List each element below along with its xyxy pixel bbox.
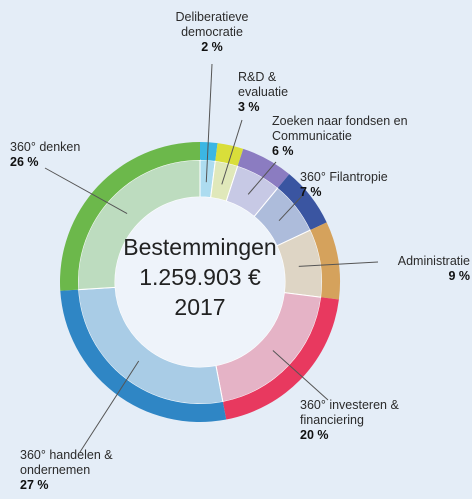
- category-label: Administratie: [397, 254, 470, 268]
- wedge-outer: [59, 142, 200, 291]
- category-label: 360° Filantropie: [300, 170, 388, 184]
- center-label: Bestemmingen 1.259.903 € 2017: [100, 232, 300, 322]
- value-label: 20 %: [300, 428, 329, 442]
- leader-line: [79, 360, 140, 453]
- category-label: 360° handelen & ondernemen: [20, 448, 113, 477]
- category-label: 360° denken: [10, 140, 81, 154]
- wedge-outer: [60, 289, 227, 422]
- leader-line: [44, 167, 128, 214]
- slice-label: Administratie 9 %: [370, 254, 470, 284]
- wedge-outer: [215, 143, 244, 166]
- value-label: 26 %: [10, 155, 39, 169]
- value-label: 6 %: [272, 144, 294, 158]
- center-disc: [115, 197, 285, 367]
- slice-label: 360° denken 26 %: [10, 140, 110, 170]
- category-label: Deliberatieve democratie: [175, 10, 249, 39]
- chart-title: Bestemmingen: [123, 234, 277, 260]
- year: 2017: [174, 294, 226, 320]
- value-label: 9 %: [448, 269, 470, 283]
- value-label: 2 %: [201, 40, 223, 54]
- leader-line: [221, 119, 243, 185]
- leader-line: [272, 350, 329, 401]
- category-label: Zoeken naar fondsen en Communicatie: [272, 114, 408, 143]
- slice-label: 360° investeren & financiering 20 %: [300, 398, 420, 443]
- slice-label: 360° handelen & ondernemen 27 %: [20, 448, 120, 493]
- slice-label: Deliberatieve democratie 2 %: [150, 10, 274, 55]
- leader-line: [205, 63, 213, 183]
- wedge-outer: [310, 222, 340, 300]
- category-label: 360° investeren & financiering: [300, 398, 399, 427]
- wedge-outer: [200, 142, 218, 161]
- slice-label: 360° Filantropie 7 %: [300, 170, 430, 200]
- value-label: 3 %: [238, 100, 260, 114]
- value-label: 7 %: [300, 185, 322, 199]
- total: 1.259.903 €: [139, 264, 261, 290]
- wedge-outer: [237, 148, 290, 188]
- leader-line: [247, 161, 277, 195]
- category-label: R&D & evaluatie: [238, 70, 289, 99]
- slice-label: R&D & evaluatie 3 %: [238, 70, 308, 115]
- value-label: 27 %: [20, 478, 49, 492]
- wedge-outer: [277, 174, 327, 231]
- wedge-outer: [222, 297, 339, 420]
- leader-line: [298, 261, 379, 267]
- leader-line: [278, 195, 303, 222]
- slice-label: Zoeken naar fondsen en Communicatie 6 %: [272, 114, 422, 159]
